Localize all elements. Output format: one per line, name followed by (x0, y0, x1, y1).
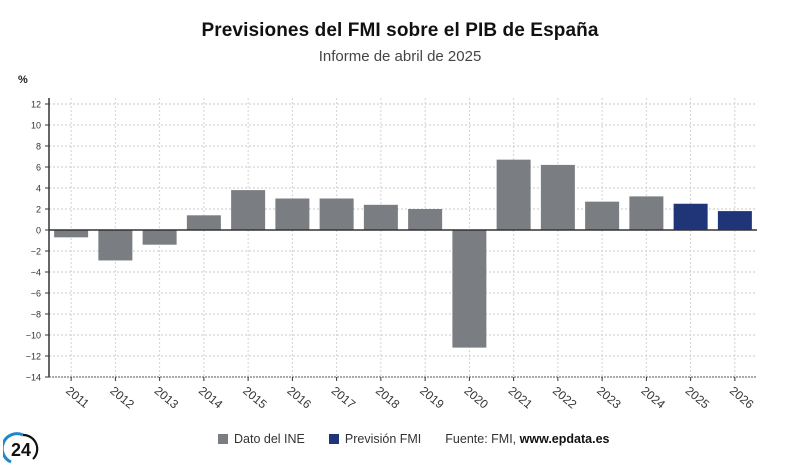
bar-2016 (275, 198, 310, 230)
x-tick-label: 2016 (284, 384, 314, 412)
bar-2021 (496, 159, 531, 230)
y-axis-unit-label: % (18, 74, 28, 86)
x-tick-label: 2024 (638, 384, 668, 412)
logo-text: 24 (11, 440, 31, 460)
legend-label-fmi: Previsión FMI (344, 432, 422, 446)
x-tick-label: 2020 (461, 384, 491, 412)
y-tick-label: −14 (26, 373, 41, 383)
x-tick-label: 2011 (63, 384, 92, 412)
legend-swatch-fmi (328, 434, 339, 444)
x-tick-label: 2015 (240, 384, 270, 412)
legend-label-ine: Dato del INE (234, 432, 305, 446)
bar-2012 (98, 230, 133, 261)
source-note: Fuente: FMI, www.epdata.es (445, 432, 609, 446)
x-tick-label: 2017 (329, 384, 359, 412)
legend-swatch-ine (218, 434, 228, 444)
bar-2013 (142, 230, 177, 245)
legend: Dato del INE Previsión FMI Fuente: FMI, … (218, 432, 609, 446)
y-tick-label: 12 (31, 100, 41, 110)
x-tick-label: 2014 (196, 384, 226, 412)
bar-2023 (585, 201, 620, 230)
bar-2015 (231, 190, 266, 230)
y-tick-label: −12 (26, 352, 41, 362)
x-tick-label: 2023 (594, 384, 624, 412)
bar-2024 (629, 196, 664, 230)
y-tick-label: 8 (36, 142, 41, 152)
legend-item-ine: Dato del INE (218, 432, 305, 446)
axes (45, 98, 757, 381)
x-tick-label: 2025 (683, 384, 713, 412)
bars (54, 159, 752, 348)
x-tick-label: 2019 (417, 384, 447, 412)
bar-2014 (186, 215, 221, 230)
x-tick-label: 2021 (506, 384, 536, 412)
y-tick-label: −8 (31, 310, 41, 320)
bar-2011 (54, 230, 89, 238)
channel-24-logo-icon: 24 (0, 432, 39, 466)
y-tick-label: 10 (31, 121, 41, 131)
bar-2025 (673, 203, 708, 230)
bar-2026 (717, 211, 752, 230)
x-tick-label: 2022 (550, 384, 580, 412)
x-tick-label: 2012 (107, 384, 137, 412)
x-tick-label: 2026 (727, 384, 757, 412)
bar-2017 (319, 198, 354, 230)
y-tick-label: −2 (31, 247, 41, 257)
bar-2022 (540, 164, 575, 230)
legend-item-fmi: Previsión FMI (328, 432, 422, 446)
bar-2020 (452, 230, 487, 348)
y-tick-label: 2 (36, 205, 41, 215)
y-tick-label: 6 (36, 163, 41, 173)
y-tick-label: 0 (36, 226, 41, 236)
y-tick-label: −6 (31, 289, 41, 299)
x-tick-label: 2018 (373, 384, 403, 412)
source-prefix: Fuente: FMI, (445, 432, 520, 446)
y-tick-label: −4 (31, 268, 41, 278)
chart-title: Previsiones del FMI sobre el PIB de Espa… (201, 20, 599, 41)
x-tick-label: 2013 (152, 384, 182, 412)
bar-2018 (363, 204, 398, 230)
chart-subtitle: Informe de abril de 2025 (318, 48, 482, 65)
y-tick-labels: −14 −12 −10 −8 −6 −4 −2 0 2 4 6 8 10 12 (26, 100, 41, 383)
y-tick-label: 4 (36, 184, 41, 194)
grid-lines (49, 98, 757, 377)
y-tick-label: −10 (26, 331, 41, 341)
x-tick-labels: 2011 2012 2013 2014 2015 2016 2017 2018 2019 2020… (63, 384, 756, 412)
source-link[interactable]: www.epdata.es (519, 432, 610, 446)
bar-2019 (408, 209, 443, 230)
